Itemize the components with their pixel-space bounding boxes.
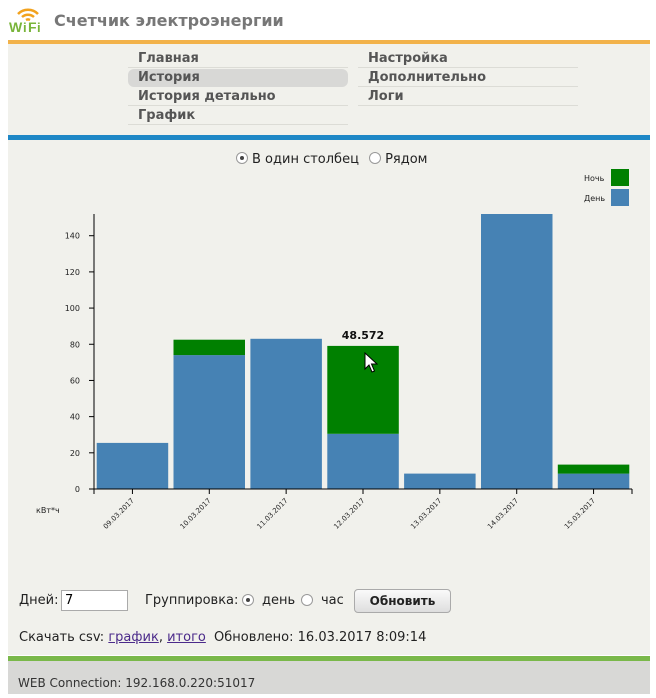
- group-hour-label[interactable]: час: [321, 593, 344, 608]
- mode-side-label[interactable]: Рядом: [385, 152, 428, 167]
- bar-day-12.03.2017[interactable]: [327, 433, 399, 489]
- svg-text:i: i: [37, 20, 41, 33]
- legend-night-swatch: [611, 169, 629, 186]
- updated-label: Обновлено:: [214, 630, 294, 645]
- legend-night-label: Ночь: [584, 174, 605, 183]
- menu-item-graph[interactable]: График: [128, 107, 348, 125]
- tooltip-value: 48.572: [342, 329, 384, 342]
- bar-day-15.03.2017[interactable]: [557, 473, 630, 489]
- csv-label: Скачать csv:: [19, 630, 105, 645]
- y-tick-label: 120: [65, 268, 80, 277]
- legend-day-swatch: [611, 189, 629, 206]
- mouse-cursor-icon: [364, 352, 378, 373]
- svg-text:W: W: [9, 19, 23, 33]
- bar-night-12.03.2017[interactable]: [327, 345, 399, 434]
- days-input[interactable]: [61, 590, 128, 611]
- grouping-label: Группировка:: [145, 593, 239, 608]
- bar-day-09.03.2017[interactable]: [96, 442, 169, 489]
- csv-chart-link[interactable]: график: [108, 630, 159, 645]
- bar-day-14.03.2017[interactable]: [481, 214, 553, 489]
- y-tick-label: 60: [70, 376, 80, 385]
- page-title: Счетчик электроэнергии: [54, 11, 284, 30]
- updated-row: Обновлено: 16.03.2017 8:09:14: [214, 630, 426, 645]
- csv-total-link[interactable]: итого: [167, 630, 206, 645]
- y-tick-label: 40: [70, 413, 80, 422]
- days-label: Дней:: [19, 593, 59, 608]
- bar-night-10.03.2017[interactable]: [173, 339, 246, 356]
- x-tick-label: 13.03.2017: [409, 497, 443, 531]
- y-tick-label: 80: [70, 340, 80, 349]
- x-tick-label: 10.03.2017: [179, 497, 213, 531]
- y-axis-label: кВт*ч: [36, 506, 60, 515]
- menu-item-additional[interactable]: Дополнительно: [358, 69, 578, 87]
- display-mode: В один столбец Рядом: [236, 152, 433, 167]
- update-button[interactable]: Обновить: [354, 589, 451, 613]
- updated-value: 16.03.2017 8:09:14: [297, 630, 427, 645]
- mode-side-radio[interactable]: [369, 152, 382, 164]
- svg-text:i: i: [23, 20, 27, 33]
- menu-item-home[interactable]: Главная: [128, 50, 348, 68]
- svg-text:F: F: [28, 19, 37, 33]
- menu-item-history-detailed[interactable]: История детально: [128, 88, 348, 106]
- y-tick-label: 100: [65, 304, 80, 313]
- connection-status: WEB Connection: 192.168.0.220:51017: [18, 676, 256, 690]
- wifi-logo-icon: W i F i: [9, 8, 41, 33]
- menu-item-logs[interactable]: Логи: [358, 88, 578, 106]
- x-tick-label: 12.03.2017: [332, 497, 366, 531]
- x-tick-label: 15.03.2017: [563, 497, 597, 531]
- x-tick-label: 09.03.2017: [102, 497, 136, 531]
- mode-stacked-radio[interactable]: [236, 152, 248, 164]
- mode-stacked-label[interactable]: В один столбец: [252, 152, 359, 167]
- header: W i F i Счетчик электроэнергии: [0, 0, 656, 40]
- bar-day-11.03.2017[interactable]: [250, 338, 322, 489]
- x-tick-label: 11.03.2017: [256, 497, 290, 531]
- x-tick-label: 14.03.2017: [486, 497, 520, 531]
- y-tick-label: 0: [75, 485, 80, 494]
- group-day-radio[interactable]: [242, 594, 254, 606]
- bar-night-15.03.2017[interactable]: [557, 464, 630, 474]
- legend-day-label: День: [584, 194, 606, 203]
- y-tick-label: 140: [65, 232, 80, 241]
- bar-day-10.03.2017[interactable]: [173, 355, 246, 489]
- group-hour-radio[interactable]: [301, 594, 313, 606]
- y-tick-label: 20: [70, 449, 80, 458]
- menu-item-history[interactable]: История: [128, 69, 348, 87]
- footer: WEB Connection: 192.168.0.220:51017: [8, 656, 650, 694]
- menu-item-settings[interactable]: Настройка: [358, 50, 578, 68]
- bar-day-13.03.2017[interactable]: [404, 473, 476, 489]
- csv-row: Скачать csv: график, итого: [19, 630, 206, 645]
- nav-menu: [8, 40, 650, 135]
- group-day-label[interactable]: день: [262, 593, 296, 608]
- energy-bar-chart: 09.03.2017 10.03.2017 11.03.2017 12.03.2017…: [36, 214, 633, 531]
- csv-separator: ,: [158, 630, 163, 645]
